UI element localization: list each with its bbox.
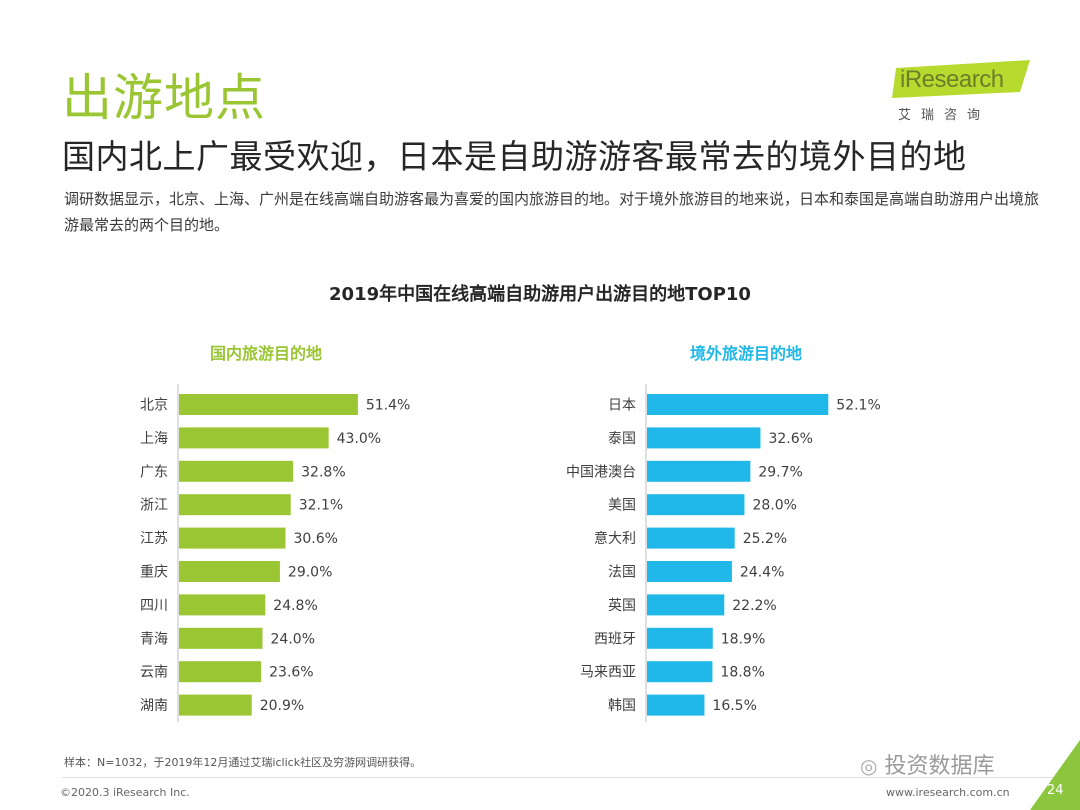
overseas-bar-chart: 日本 52.1% 泰国 32.6% 中国港澳台 29.7% 美国 28.0% 意大利 25.2% 法… (566, 384, 881, 722)
copyright: ©2020.3 iResearch Inc. (60, 786, 190, 799)
domestic-bar (179, 394, 358, 415)
overseas-category-label: 日本 (608, 398, 636, 414)
overseas-value-label: 25.2% (743, 531, 787, 547)
overseas-bar (647, 394, 829, 415)
overseas-bar (647, 460, 751, 482)
overseas-value-label: 16.5% (712, 698, 756, 714)
domestic-category-label: 青海 (140, 631, 168, 647)
wechat-icon: ◎ (860, 754, 878, 778)
domestic-category-label: 四川 (140, 598, 168, 614)
domestic-value-label: 43.0% (337, 431, 381, 447)
page-number: 24 (1047, 783, 1064, 798)
logo-text: iResearch (900, 66, 1004, 93)
domestic-category-label: 江苏 (140, 531, 168, 547)
domestic-bar-chart: 北京 51.4% 上海 43.0% 广东 32.8% 浙江 32.1% 江苏 30.6% 重庆 29.… (140, 384, 410, 722)
domestic-category-label: 广东 (140, 464, 168, 480)
overseas-category-label: 英国 (608, 597, 636, 614)
domestic-category-label: 重庆 (140, 565, 168, 581)
overseas-chart-subtitle: 境外旅游目的地 (690, 344, 803, 363)
domestic-chart-subtitle: 国内旅游目的地 (210, 344, 323, 363)
logo-swoosh-icon (892, 60, 1030, 98)
overseas-category-label: 法国 (608, 565, 636, 581)
overseas-value-label: 24.4% (740, 565, 784, 581)
iresearch-logo: iResearch 艾瑞咨询 (888, 58, 1038, 128)
domestic-value-label: 20.9% (260, 698, 304, 714)
domestic-category-label: 云南 (140, 665, 168, 681)
domestic-bar (179, 427, 329, 449)
overseas-value-label: 22.2% (732, 598, 776, 614)
overseas-value-label: 18.9% (721, 631, 765, 647)
domestic-value-label: 29.0% (288, 565, 332, 581)
overseas-bar (647, 661, 713, 683)
watermark: ◎ 投资数据库 (860, 748, 994, 780)
overseas-value-label: 52.1% (836, 398, 880, 414)
overseas-bar (647, 594, 725, 616)
overseas-bar (647, 561, 732, 582)
domestic-category-label: 浙江 (140, 498, 168, 514)
overseas-value-label: 18.8% (720, 665, 764, 681)
domestic-bar (179, 460, 294, 482)
overseas-category-label: 韩国 (608, 698, 636, 714)
domestic-bar (179, 661, 262, 683)
overseas-category-label: 马来西亚 (580, 665, 636, 681)
page-corner-triangle (1030, 740, 1080, 810)
overseas-bar (647, 694, 705, 716)
domestic-category-label: 上海 (140, 431, 168, 447)
domestic-value-label: 32.1% (299, 498, 343, 514)
overseas-bar (647, 427, 761, 449)
section-title: 出游地点 (62, 69, 266, 127)
headline: 国内北上广最受欢迎，日本是自助游游客最常去的境外目的地 (62, 137, 967, 176)
domestic-bar (179, 494, 291, 516)
domestic-bar (179, 694, 252, 716)
overseas-bar (647, 494, 745, 516)
domestic-value-label: 24.0% (271, 631, 315, 647)
overseas-bar (647, 627, 713, 649)
overseas-category-label: 中国港澳台 (566, 464, 636, 480)
domestic-bar (179, 561, 280, 582)
domestic-value-label: 24.8% (273, 598, 317, 614)
domestic-bar (179, 627, 263, 649)
overseas-category-label: 泰国 (608, 431, 636, 447)
chart-title: 2019年中国在线高端自助游用户出游目的地TOP10 (329, 284, 751, 305)
domestic-category-label: 北京 (140, 398, 168, 414)
domestic-bar (179, 527, 286, 549)
website-url: www.iresearch.com.cn (886, 786, 1010, 799)
sample-footnote: 样本：N=1032，于2019年12月通过艾瑞iclick社区及穷游网调研获得。 (64, 756, 422, 769)
overseas-category-label: 西班牙 (594, 631, 636, 647)
domestic-value-label: 32.8% (301, 464, 345, 480)
domestic-bar (179, 594, 266, 616)
overseas-category-label: 美国 (608, 498, 636, 514)
logo-subtitle: 艾瑞咨询 (898, 108, 991, 123)
overseas-category-label: 意大利 (594, 530, 636, 547)
overseas-value-label: 28.0% (752, 498, 796, 514)
footer-divider (62, 777, 1062, 778)
overseas-value-label: 32.6% (768, 431, 812, 447)
overseas-value-label: 29.7% (758, 464, 802, 480)
overseas-bar (647, 527, 735, 549)
watermark-text: 投资数据库 (884, 754, 995, 779)
intro-text: 调研数据显示，北京、上海、广州是在线高端自助游客最为喜爱的国内旅游目的地。对于境… (64, 190, 1040, 234)
domestic-value-label: 51.4% (366, 398, 410, 414)
domestic-value-label: 23.6% (269, 665, 313, 681)
domestic-category-label: 湖南 (140, 698, 168, 714)
domestic-value-label: 30.6% (293, 531, 337, 547)
